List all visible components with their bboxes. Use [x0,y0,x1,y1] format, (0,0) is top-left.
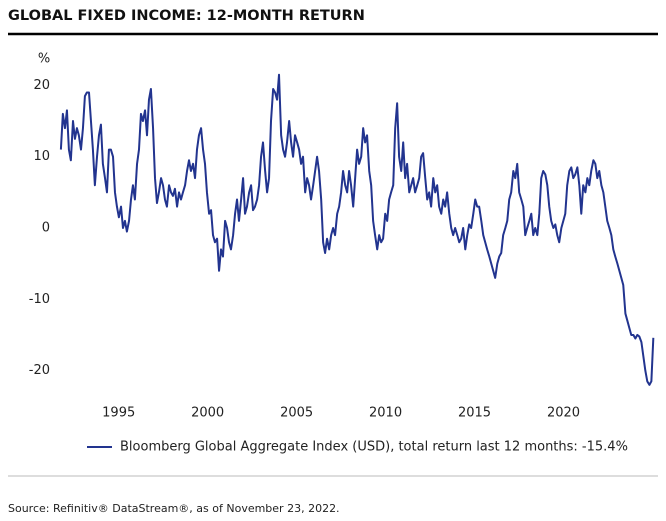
y-tick-label: -20 [29,363,50,378]
x-tick-label: 2020 [547,406,580,421]
source: Source: Refinitiv® DataStream®, as of No… [8,502,340,515]
x-tick-label: 2000 [191,406,224,421]
series-line [59,73,655,386]
legend-label: Bloomberg Global Aggregate Index (USD), … [120,440,628,455]
y-tick-label: 10 [33,149,50,164]
chart-title: GLOBAL FIXED INCOME: 12-MONTH RETURN [8,8,365,24]
x-tick-label: 2005 [280,406,313,421]
x-tick-label: 2010 [369,406,402,421]
x-tick-label: 2015 [458,406,491,421]
y-tick-label: -10 [29,292,50,307]
y-tick-label: 0 [42,221,50,236]
y-axis-label: % [38,52,50,67]
x-tick-label: 1995 [102,406,135,421]
y-tick-label: 20 [33,78,50,93]
